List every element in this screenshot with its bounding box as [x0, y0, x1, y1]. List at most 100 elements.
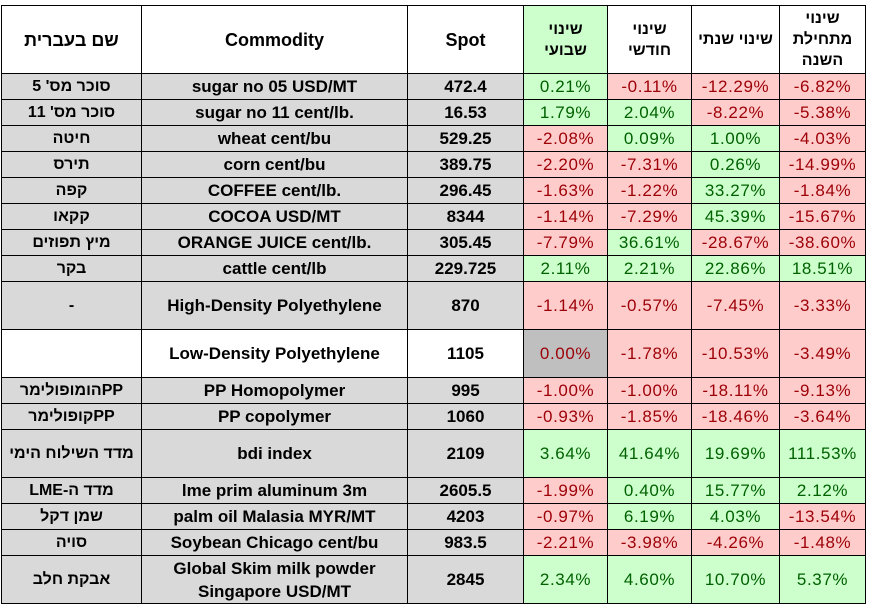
table-row: סוכר מס' 11 sugar no 11 cent/lb. 16.53 1.79…	[1, 99, 866, 126]
header-yearly-change: שינוי שנתי	[691, 5, 780, 74]
monthly-change-cell: 41.64%	[607, 429, 692, 478]
spot-cell: 2109	[407, 429, 524, 478]
spot-cell: 529.25	[407, 125, 524, 152]
yearly-change-cell: 4.03%	[691, 503, 780, 530]
table-body: סוכר מס' 5 sugar no 05 USD/MT 472.4 0.21% -0…	[1, 73, 866, 604]
commodity-cell: corn cent/bu	[141, 151, 408, 178]
table-row: מדד ה-LME lme prim aluminum 3m 2605.5 -1.99…	[1, 477, 866, 504]
hebrew-name-cell: קפה	[1, 177, 142, 204]
monthly-change-cell: -1.85%	[607, 403, 692, 430]
table-row: בקר cattle cent/lb 229.725 2.11% 2.21% 22.86%…	[1, 255, 866, 282]
hebrew-name-cell: מדד השילוח הימי	[1, 429, 142, 478]
monthly-change-cell: 4.60%	[607, 555, 692, 604]
weekly-change-cell: 2.11%	[523, 255, 608, 282]
yearly-change-cell: -18.11%	[691, 377, 780, 404]
commodity-cell: High-Density Polyethylene	[141, 281, 408, 330]
hebrew-name-cell: סוכר מס' 11	[1, 99, 142, 126]
yearly-change-cell: 1.00%	[691, 125, 780, 152]
yearly-change-cell: 45.39%	[691, 203, 780, 230]
table-row: Low-Density Polyethylene 1105 0.00% -1.78% -…	[1, 329, 866, 378]
weekly-change-cell: 2.34%	[523, 555, 608, 604]
commodity-cell: sugar no 11 cent/lb.	[141, 99, 408, 126]
table-row: קקאו COCOA USD/MT 8344 -1.14% -7.29% 45.39% -1…	[1, 203, 866, 230]
table-row: PPהומופולימר PP Homopolymer 995 -1.00% -1.00…	[1, 377, 866, 404]
weekly-change-cell: -7.79%	[523, 229, 608, 256]
ytd-change-cell: -5.38%	[779, 99, 866, 126]
yearly-change-cell: -7.45%	[691, 281, 780, 330]
commodity-cell: PP copolymer	[141, 403, 408, 430]
header-ytd-change: שינוי מתחילת השנה	[779, 5, 866, 74]
table-row: סוכר מס' 5 sugar no 05 USD/MT 472.4 0.21% -0…	[1, 73, 866, 100]
spot-cell: 1105	[407, 329, 524, 378]
spot-cell: 2605.5	[407, 477, 524, 504]
hebrew-name-cell: אבקת חלב	[1, 555, 142, 604]
table-row: אבקת חלב Global Skim milk powder Singapor…	[1, 555, 866, 604]
hebrew-name-cell	[1, 329, 142, 378]
ytd-change-cell: -3.49%	[779, 329, 866, 378]
hebrew-name-cell: שמן דקל	[1, 503, 142, 530]
commodity-cell: Soybean Chicago cent/bu	[141, 529, 408, 556]
monthly-change-cell: -7.31%	[607, 151, 692, 178]
monthly-change-cell: 0.40%	[607, 477, 692, 504]
commodity-cell: cattle cent/lb	[141, 255, 408, 282]
monthly-change-cell: -1.22%	[607, 177, 692, 204]
spot-cell: 305.45	[407, 229, 524, 256]
monthly-change-cell: -1.78%	[607, 329, 692, 378]
ytd-change-cell: -38.60%	[779, 229, 866, 256]
table-row: - High-Density Polyethylene 870 -1.14% -0.57…	[1, 281, 866, 330]
spot-cell: 8344	[407, 203, 524, 230]
spot-cell: 389.75	[407, 151, 524, 178]
weekly-change-cell: 1.79%	[523, 99, 608, 126]
hebrew-name-cell: בקר	[1, 255, 142, 282]
ytd-change-cell: -15.67%	[779, 203, 866, 230]
yearly-change-cell: 15.77%	[691, 477, 780, 504]
ytd-change-cell: -1.48%	[779, 529, 866, 556]
hebrew-name-cell: סויה	[1, 529, 142, 556]
spot-cell: 296.45	[407, 177, 524, 204]
spot-cell: 472.4	[407, 73, 524, 100]
yearly-change-cell: 22.86%	[691, 255, 780, 282]
ytd-change-cell: -3.64%	[779, 403, 866, 430]
yearly-change-cell: 33.27%	[691, 177, 780, 204]
monthly-change-cell: 2.04%	[607, 99, 692, 126]
yearly-change-cell: -10.53%	[691, 329, 780, 378]
header-spot: Spot	[407, 5, 524, 74]
hebrew-name-cell: תירס	[1, 151, 142, 178]
ytd-change-cell: 18.51%	[779, 255, 866, 282]
commodity-cell: Low-Density Polyethylene	[141, 329, 408, 378]
weekly-change-cell: -1.99%	[523, 477, 608, 504]
ytd-change-cell: 111.53%	[779, 429, 866, 478]
spot-cell: 870	[407, 281, 524, 330]
commodity-cell: bdi index	[141, 429, 408, 478]
commodity-cell: COCOA USD/MT	[141, 203, 408, 230]
weekly-change-cell: -1.14%	[523, 281, 608, 330]
commodity-cell: PP Homopolymer	[141, 377, 408, 404]
header-row: שם בעברית Commodity Spot שינוי שבועי שינ…	[1, 5, 866, 74]
table-row: מיץ תפוזים ORANGE JUICE cent/lb. 305.45 -7.…	[1, 229, 866, 256]
ytd-change-cell: -1.84%	[779, 177, 866, 204]
hebrew-name-cell: PPהומופולימר	[1, 377, 142, 404]
commodity-cell: sugar no 05 USD/MT	[141, 73, 408, 100]
monthly-change-cell: -1.00%	[607, 377, 692, 404]
hebrew-name-cell: מיץ תפוזים	[1, 229, 142, 256]
table-row: שמן דקל palm oil Malasia MYR/MT 4203 -0.97%…	[1, 503, 866, 530]
header-weekly-change: שינוי שבועי	[523, 5, 608, 74]
monthly-change-cell: 0.09%	[607, 125, 692, 152]
table-row: סויה Soybean Chicago cent/bu 983.5 -2.21% -3…	[1, 529, 866, 556]
ytd-change-cell: 2.12%	[779, 477, 866, 504]
ytd-change-cell: -9.13%	[779, 377, 866, 404]
commodity-cell: palm oil Malasia MYR/MT	[141, 503, 408, 530]
yearly-change-cell: -12.29%	[691, 73, 780, 100]
commodity-cell: ORANGE JUICE cent/lb.	[141, 229, 408, 256]
yearly-change-cell: -28.67%	[691, 229, 780, 256]
weekly-change-cell: 3.64%	[523, 429, 608, 478]
spot-cell: 995	[407, 377, 524, 404]
hebrew-name-cell: חיטה	[1, 125, 142, 152]
weekly-change-cell: -2.20%	[523, 151, 608, 178]
yearly-change-cell: -4.26%	[691, 529, 780, 556]
hebrew-name-cell: PPקופולימר	[1, 403, 142, 430]
commodity-cell: Global Skim milk powder Singapore USD/MT	[141, 555, 408, 604]
monthly-change-cell: -3.98%	[607, 529, 692, 556]
table-row: תירס corn cent/bu 389.75 -2.20% -7.31% 0.26% -…	[1, 151, 866, 178]
monthly-change-cell: 2.21%	[607, 255, 692, 282]
